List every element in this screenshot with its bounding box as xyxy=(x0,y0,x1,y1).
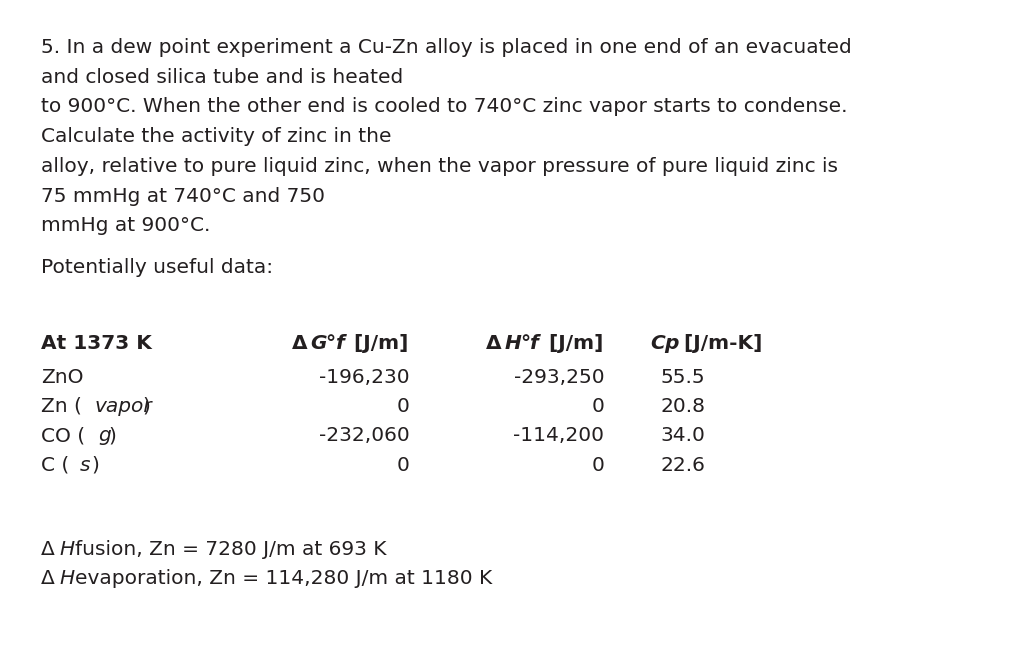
Text: H: H xyxy=(59,569,75,588)
Text: [J/m-K]: [J/m-K] xyxy=(677,334,762,353)
Text: ): ) xyxy=(109,426,117,445)
Text: Δ: Δ xyxy=(41,540,54,559)
Text: C: C xyxy=(650,334,665,353)
Text: s: s xyxy=(80,456,90,475)
Text: 55.5: 55.5 xyxy=(660,368,706,387)
Text: f: f xyxy=(530,334,540,353)
Text: CO (: CO ( xyxy=(41,426,85,445)
Text: alloy, relative to pure liquid zinc, when the vapor pressure of pure liquid zinc: alloy, relative to pure liquid zinc, whe… xyxy=(41,157,838,176)
Text: Δ: Δ xyxy=(486,334,502,353)
Text: ZnO: ZnO xyxy=(41,368,84,387)
Text: Δ: Δ xyxy=(41,569,54,588)
Text: Calculate the activity of zinc in the: Calculate the activity of zinc in the xyxy=(41,127,391,146)
Text: °: ° xyxy=(520,334,530,353)
Text: ): ) xyxy=(142,397,151,416)
Text: ): ) xyxy=(91,456,99,475)
Text: 22.6: 22.6 xyxy=(660,456,706,475)
Text: Δ: Δ xyxy=(292,334,307,353)
Text: and closed silica tube and is heated: and closed silica tube and is heated xyxy=(41,68,403,87)
Text: 0: 0 xyxy=(591,456,604,475)
Text: H: H xyxy=(505,334,521,353)
Text: f: f xyxy=(336,334,345,353)
Text: H: H xyxy=(59,540,75,559)
Text: 75 mmHg at 740°C and 750: 75 mmHg at 740°C and 750 xyxy=(41,187,325,206)
Text: At 1373 K: At 1373 K xyxy=(41,334,152,353)
Text: evaporation, Zn = 114,280 J/m at 1180 K: evaporation, Zn = 114,280 J/m at 1180 K xyxy=(75,569,492,588)
Text: 34.0: 34.0 xyxy=(660,426,706,445)
Text: 0: 0 xyxy=(396,456,410,475)
Text: Potentially useful data:: Potentially useful data: xyxy=(41,258,273,277)
Text: g: g xyxy=(98,426,111,445)
Text: p: p xyxy=(665,334,679,353)
Text: Zn (: Zn ( xyxy=(41,397,82,416)
Text: [J/m]: [J/m] xyxy=(542,334,603,353)
Text: G: G xyxy=(310,334,327,353)
Text: C (: C ( xyxy=(41,456,70,475)
Text: [J/m]: [J/m] xyxy=(347,334,409,353)
Text: mmHg at 900°C.: mmHg at 900°C. xyxy=(41,216,210,235)
Text: °: ° xyxy=(326,334,336,353)
Text: 5. In a dew point experiment a Cu-Zn alloy is placed in one end of an evacuated: 5. In a dew point experiment a Cu-Zn all… xyxy=(41,38,852,57)
Text: 20.8: 20.8 xyxy=(660,397,706,416)
Text: 0: 0 xyxy=(591,397,604,416)
Text: to 900°C. When the other end is cooled to 740°C zinc vapor starts to condense.: to 900°C. When the other end is cooled t… xyxy=(41,97,848,116)
Text: 0: 0 xyxy=(396,397,410,416)
Text: vapor: vapor xyxy=(94,397,152,416)
Text: -232,060: -232,060 xyxy=(318,426,410,445)
Text: -196,230: -196,230 xyxy=(318,368,410,387)
Text: -293,250: -293,250 xyxy=(513,368,604,387)
Text: -114,200: -114,200 xyxy=(513,426,604,445)
Text: fusion, Zn = 7280 J/m at 693 K: fusion, Zn = 7280 J/m at 693 K xyxy=(75,540,386,559)
